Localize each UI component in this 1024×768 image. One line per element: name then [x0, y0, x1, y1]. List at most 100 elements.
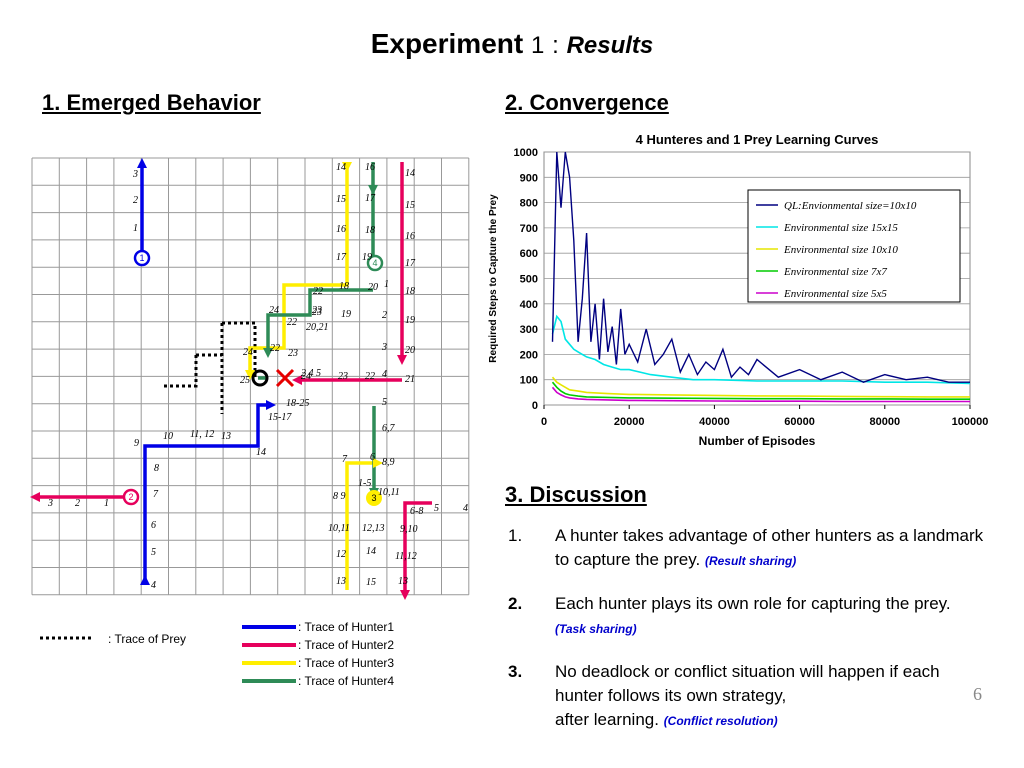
- y-tick-label: 400: [520, 299, 538, 311]
- discussion-text-3: No deadlock or conflict situation will h…: [555, 662, 940, 705]
- x-tick-label: 40000: [699, 416, 730, 428]
- svg-text:8 9: 8 9: [333, 491, 346, 502]
- svg-text:15: 15: [336, 194, 346, 205]
- svg-text:16: 16: [365, 162, 375, 173]
- legend-label: Environmental size 7x7: [783, 266, 887, 278]
- svg-text:20,21: 20,21: [306, 322, 329, 333]
- page-number: 6: [973, 684, 982, 704]
- discussion-text-1: A hunter takes advantage of other hunter…: [555, 526, 984, 569]
- y-tick-label: 600: [520, 248, 538, 260]
- x-tick-label: 60000: [784, 416, 815, 428]
- svg-text:18: 18: [339, 281, 349, 292]
- svg-text:17: 17: [405, 258, 416, 269]
- step-labels: 3 2 1 9 10 11, 12 13 14 8 7 6 5 4 18-25 …: [47, 162, 468, 591]
- hunter-markers: 1 2 3 4: [122, 249, 384, 506]
- svg-text:8,9: 8,9: [382, 457, 395, 468]
- prey-trace: [164, 321, 257, 414]
- y-tick-label: 300: [520, 324, 538, 336]
- marker-2: 2: [128, 492, 133, 502]
- discussion-item-2: 2. Each hunter plays its own role for ca…: [508, 592, 988, 642]
- svg-text:23: 23: [312, 307, 322, 318]
- series-line: [551, 381, 970, 401]
- legend-hunter1-label: : Trace of Hunter1: [298, 620, 395, 634]
- svg-text:3: 3: [381, 342, 387, 353]
- svg-text:2: 2: [382, 310, 387, 321]
- svg-text:22: 22: [270, 343, 280, 354]
- discussion-text-2: Each hunter plays its own role for captu…: [555, 594, 951, 613]
- series-line: [551, 386, 970, 403]
- svg-text:15-17: 15-17: [268, 412, 292, 423]
- svg-text:22: 22: [365, 371, 375, 382]
- marker-1: 1: [139, 253, 144, 263]
- legend-label: Environmental size 5x5: [783, 288, 887, 300]
- svg-text:23: 23: [288, 348, 298, 359]
- svg-text:4: 4: [463, 503, 468, 514]
- legend-label: Environmental size 10x10: [783, 244, 898, 256]
- svg-text:1-5: 1-5: [358, 478, 371, 489]
- svg-text:8: 8: [154, 463, 159, 474]
- legend-hunter2-label: : Trace of Hunter2: [298, 638, 395, 652]
- series-line: [551, 151, 970, 383]
- chart-title: 4 Hunteres and 1 Prey Learning Curves: [636, 132, 879, 147]
- svg-text:6: 6: [370, 452, 375, 463]
- legend-label: QL:Envionmental size=10x10: [784, 200, 917, 212]
- marker-4: 4: [372, 258, 377, 268]
- svg-text:20: 20: [405, 345, 415, 356]
- svg-text:22: 22: [287, 317, 297, 328]
- y-tick-label: 0: [532, 400, 538, 412]
- svg-text:3: 3: [47, 498, 53, 509]
- svg-text:12,13: 12,13: [362, 523, 385, 534]
- svg-text:22: 22: [313, 286, 323, 297]
- svg-text:1: 1: [384, 279, 389, 290]
- svg-text:3: 3: [132, 169, 138, 180]
- y-tick-label: 500: [520, 274, 538, 286]
- svg-text:18: 18: [405, 286, 415, 297]
- marker-3: 3: [371, 493, 376, 503]
- title-colon: :: [552, 32, 559, 59]
- svg-text:19: 19: [341, 309, 351, 320]
- svg-text:10,11: 10,11: [378, 487, 400, 498]
- svg-text:14: 14: [366, 546, 376, 557]
- x-tick-label: 80000: [870, 416, 901, 428]
- grid-world-diagram: 1 2 3 4 3 2 1 9 10 11, 12 13 14 8 7 6 5 …: [30, 157, 470, 600]
- svg-text:1: 1: [133, 223, 138, 234]
- discussion-item-1: 1. A hunter takes advantage of other hun…: [508, 524, 988, 574]
- y-axis-label: Required Steps to Capture the Prey: [488, 194, 499, 363]
- learning-curves-chart: 4 Hunteres and 1 Prey Learning Curves 0 10…: [488, 132, 988, 448]
- svg-text:10: 10: [163, 431, 173, 442]
- svg-text:11,12: 11,12: [395, 551, 417, 562]
- svg-text:5: 5: [434, 503, 439, 514]
- chart-legend: [747, 189, 961, 303]
- svg-text:13: 13: [398, 576, 408, 587]
- svg-text:12: 12: [336, 549, 346, 560]
- svg-text:4: 4: [382, 369, 387, 380]
- svg-text:15: 15: [405, 200, 415, 211]
- svg-text:16: 16: [405, 231, 415, 242]
- prey-marker: [251, 369, 269, 387]
- discussion-text-3b: after learning.: [555, 710, 659, 729]
- x-tick-label: 20000: [614, 416, 645, 428]
- title-main: Experiment: [370, 28, 524, 59]
- svg-text:13: 13: [221, 431, 231, 442]
- discussion-num-3: 3.: [508, 662, 523, 681]
- arrowheads: [30, 158, 410, 600]
- y-tick-label: 1000: [514, 147, 538, 159]
- svg-text:2: 2: [133, 195, 138, 206]
- svg-text:15: 15: [366, 577, 376, 588]
- svg-text:1: 1: [104, 498, 109, 509]
- svg-text:11, 12: 11, 12: [190, 429, 214, 440]
- svg-text:14: 14: [336, 162, 346, 173]
- section-emerged-behavior: 1. Emerged Behavior: [42, 90, 261, 115]
- svg-text:20: 20: [368, 282, 378, 293]
- x-axis-label: Number of Episodes: [699, 434, 816, 448]
- discussion-note-1: (Result sharing): [704, 554, 797, 568]
- svg-text:10,11: 10,11: [328, 523, 350, 534]
- svg-text:17: 17: [365, 193, 376, 204]
- svg-text:23: 23: [338, 371, 348, 382]
- svg-text:24: 24: [269, 305, 279, 316]
- svg-text:14: 14: [256, 447, 266, 458]
- svg-text:18-25: 18-25: [286, 398, 309, 409]
- svg-text:9: 9: [134, 438, 139, 449]
- discussion-note-3: (Conflict resolution): [663, 714, 778, 728]
- svg-text:21: 21: [405, 374, 415, 385]
